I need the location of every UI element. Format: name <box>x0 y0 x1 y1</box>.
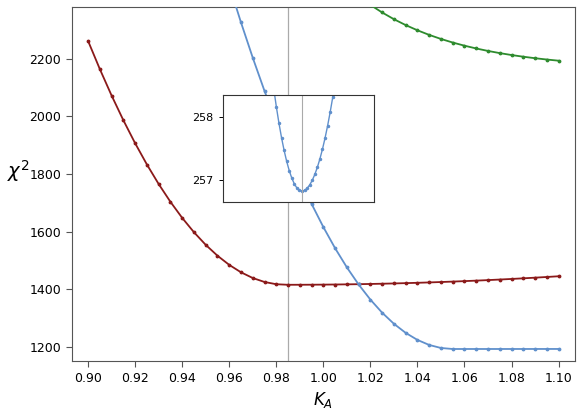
X-axis label: $K_A$: $K_A$ <box>313 390 333 410</box>
Y-axis label: $\chi^2$: $\chi^2$ <box>7 158 30 184</box>
